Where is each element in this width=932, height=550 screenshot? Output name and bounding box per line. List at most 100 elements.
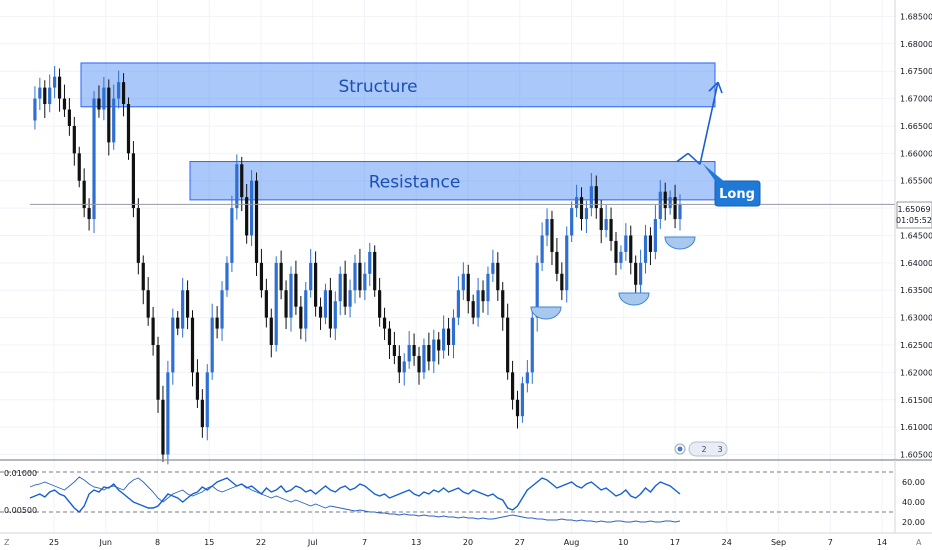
- candle-body: [107, 87, 111, 143]
- candle-body: [604, 219, 608, 230]
- zone-resistance: [189, 161, 716, 201]
- candle-body: [284, 290, 288, 318]
- candle-body: [658, 191, 662, 220]
- price-tick-label: 1.63500: [900, 286, 932, 295]
- candle-body: [77, 153, 81, 181]
- candle-body: [471, 301, 475, 318]
- oscillator-line-secondary: [29, 476, 681, 523]
- candle-body: [382, 317, 387, 329]
- candle-body: [314, 262, 318, 307]
- price-tick-label: 1.63000: [900, 314, 932, 323]
- candle-body: [215, 317, 219, 329]
- candle-body: [181, 290, 185, 329]
- candle-body: [136, 208, 140, 263]
- candle-body: [481, 290, 485, 302]
- candle-body: [368, 251, 372, 274]
- candle-body: [62, 98, 67, 110]
- candle-body: [245, 197, 249, 236]
- time-tick-label: 15: [204, 538, 214, 547]
- candle-body: [348, 290, 352, 307]
- price-tick-label: 1.62500: [900, 341, 932, 350]
- badge-count-1: 2: [701, 445, 706, 454]
- candle-body: [619, 251, 623, 263]
- candle-body: [560, 273, 564, 291]
- candle-body: [294, 273, 298, 307]
- candle-body: [249, 180, 254, 236]
- candle-body: [555, 251, 559, 274]
- time-tick-label: 14: [877, 538, 887, 547]
- candle-body: [304, 290, 308, 329]
- scale-mode-left: Z: [4, 538, 10, 547]
- candle-body: [599, 208, 603, 230]
- candle-body: [579, 197, 584, 220]
- candle-body: [141, 262, 145, 291]
- candle-body: [363, 273, 367, 291]
- oscillator-tick-label: 20.00: [902, 518, 925, 527]
- long-projection-arrow: [676, 81, 723, 165]
- candle-body: [432, 339, 436, 362]
- candle-body: [338, 273, 342, 302]
- candle-body: [540, 235, 544, 263]
- candle-body: [535, 262, 539, 318]
- time-tick-label: Jun: [99, 538, 113, 547]
- candle-body: [126, 104, 131, 154]
- projection-segment: [687, 152, 701, 165]
- candle-body: [510, 372, 515, 400]
- indicator-badges[interactable]: 2 3: [674, 441, 728, 457]
- time-tick-label: 10: [618, 538, 628, 547]
- candle-body: [456, 290, 461, 318]
- candle-body: [190, 317, 195, 373]
- time-axis[interactable]: 25 Jun 8 15 22 Jul 7 13 20 27 Aug 10 17 24 Sep 7 14 Z A: [0, 532, 932, 547]
- candle-body: [422, 345, 426, 373]
- candle-body: [259, 262, 264, 291]
- candle-body: [648, 235, 653, 252]
- candle-body: [146, 290, 150, 318]
- candle-body: [235, 164, 239, 209]
- candle-body: [496, 262, 500, 291]
- candle-body: [318, 306, 323, 318]
- candle-body: [240, 164, 244, 198]
- candle-body: [639, 262, 643, 285]
- candle-body: [299, 306, 303, 329]
- candle-body: [156, 345, 160, 400]
- time-tick-label: 25: [49, 538, 59, 547]
- candle-body: [392, 345, 396, 356]
- price-tick-label: 1.64500: [900, 231, 932, 240]
- projection-segment: [699, 81, 719, 165]
- price-axis[interactable]: 1.68500 1.68000 1.67500 1.67000 1.66500 1.660…: [894, 0, 932, 460]
- oscillator-left-tick-label: 0.01000: [4, 469, 37, 478]
- candle-body: [254, 180, 259, 263]
- candle-body: [166, 372, 170, 455]
- candle-body: [387, 328, 392, 345]
- candle-body: [195, 372, 200, 400]
- candle-body: [653, 219, 657, 252]
- price-tick-label: 1.67000: [900, 95, 932, 104]
- time-tick-label: Aug: [564, 538, 580, 547]
- zone-label: Structure: [338, 77, 417, 97]
- zone-structure: [80, 62, 716, 108]
- candle-body: [117, 82, 121, 99]
- current-price-label: 1.65069: [897, 205, 930, 214]
- candle-body: [185, 290, 190, 318]
- price-tick-label: 1.66500: [900, 122, 932, 131]
- candle-body: [57, 76, 62, 99]
- candle-body: [225, 262, 229, 291]
- candle-body: [378, 290, 382, 318]
- candle-body: [565, 235, 569, 291]
- candle-body: [333, 301, 337, 329]
- candle-body: [461, 273, 465, 291]
- price-series: [33, 65, 682, 465]
- candle-body: [102, 87, 106, 110]
- candle-body: [624, 235, 628, 252]
- candle-body: [525, 372, 529, 384]
- oscillator-tick-label: 60.00: [902, 478, 925, 487]
- candle-body: [82, 180, 86, 209]
- candle-body: [466, 273, 470, 302]
- candle-body: [38, 87, 42, 99]
- candle-body: [274, 262, 278, 345]
- candle-body: [570, 208, 574, 236]
- time-tick-label: Jul: [307, 538, 318, 547]
- candle-body: [412, 345, 416, 356]
- price-tick-label: 1.60500: [900, 451, 932, 460]
